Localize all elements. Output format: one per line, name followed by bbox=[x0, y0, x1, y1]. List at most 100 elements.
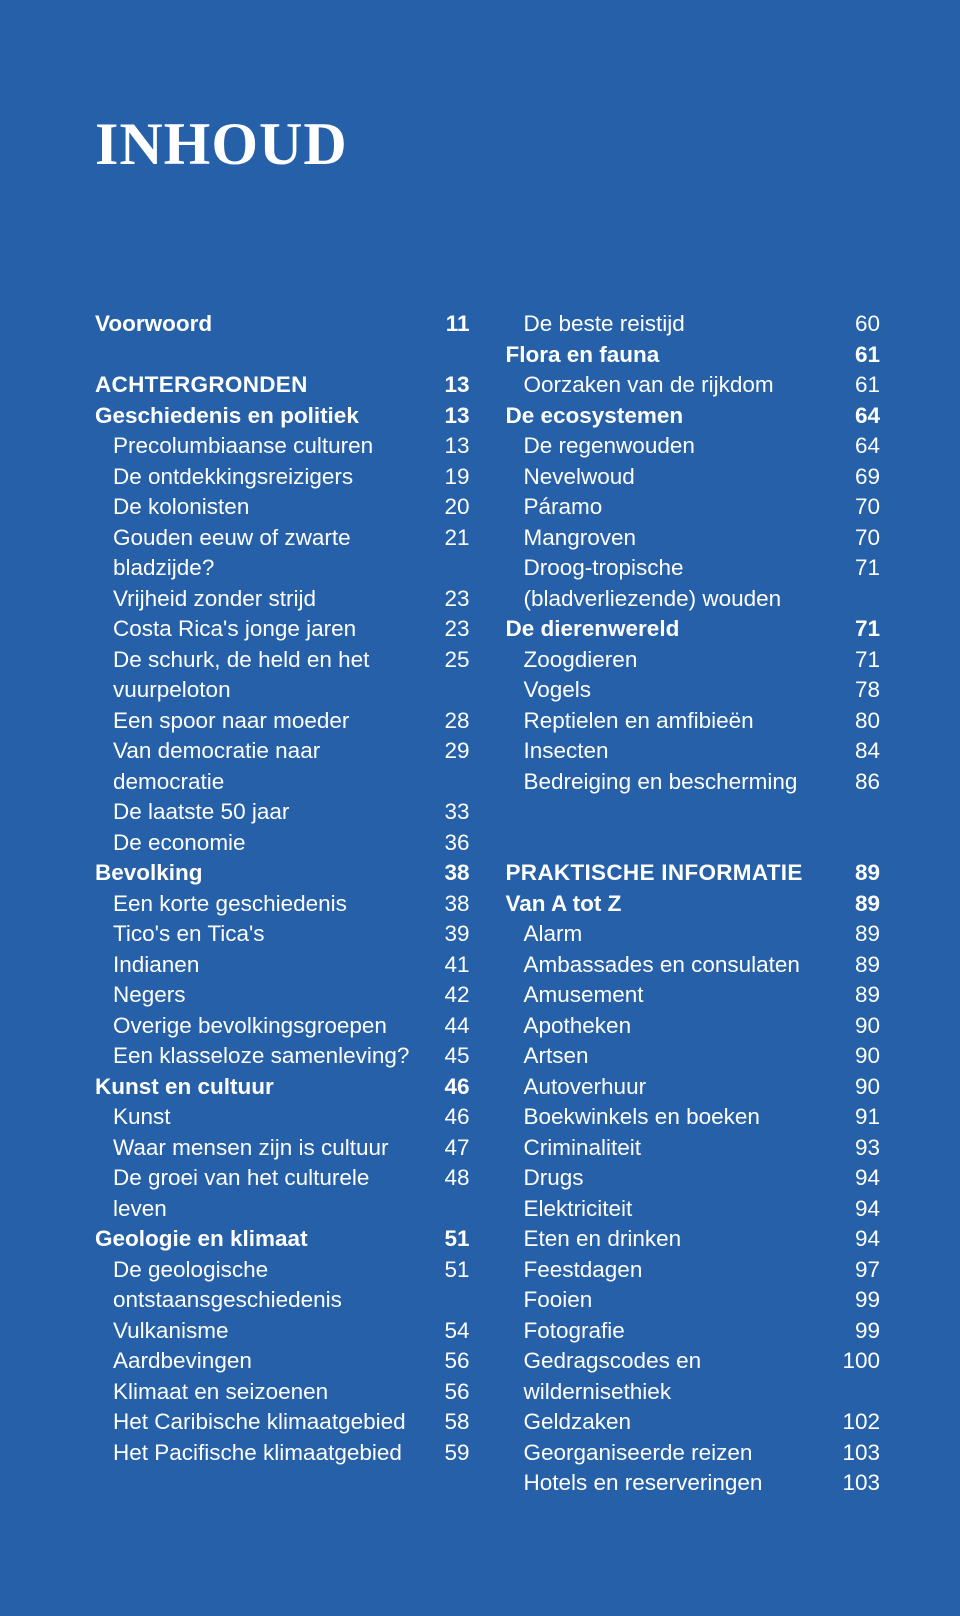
toc-page-number: 46 bbox=[434, 1072, 470, 1103]
toc-label: De dierenwereld bbox=[506, 614, 845, 645]
toc-row: Het Caribische klimaatgebied58 bbox=[95, 1407, 470, 1438]
toc-label: Indianen bbox=[95, 950, 434, 981]
toc-label: Van A tot Z bbox=[506, 889, 845, 920]
toc-label: Vulkanisme bbox=[95, 1316, 434, 1347]
toc-page-number: 41 bbox=[434, 950, 470, 981]
toc-row: De economie36 bbox=[95, 828, 470, 859]
toc-page-number: 90 bbox=[844, 1041, 880, 1072]
toc-label: Autoverhuur bbox=[506, 1072, 845, 1103]
toc-label: Geologie en klimaat bbox=[95, 1224, 434, 1255]
toc-label: Bevolking bbox=[95, 858, 434, 889]
toc-label: Gouden eeuw of zwarte bladzijde? bbox=[95, 523, 434, 584]
toc-row: Artsen90 bbox=[506, 1041, 881, 1072]
toc-page-number: 90 bbox=[844, 1011, 880, 1042]
toc-page-number: 71 bbox=[844, 553, 880, 584]
toc-page-number: 93 bbox=[844, 1133, 880, 1164]
toc-row: Kunst en cultuur46 bbox=[95, 1072, 470, 1103]
toc-row: Waar mensen zijn is cultuur47 bbox=[95, 1133, 470, 1164]
toc-label: PRAKTISCHE INFORMATIE bbox=[506, 858, 845, 889]
toc-page-number: 25 bbox=[434, 645, 470, 676]
toc-row: De ontdekkingsreizigers19 bbox=[95, 462, 470, 493]
toc-row: De groei van het culturele leven48 bbox=[95, 1163, 470, 1224]
toc-page-number: 13 bbox=[434, 370, 470, 401]
toc-page-number: 23 bbox=[434, 584, 470, 615]
toc-page-number: 36 bbox=[434, 828, 470, 859]
toc-row: Gouden eeuw of zwarte bladzijde?21 bbox=[95, 523, 470, 584]
toc-label: Zoogdieren bbox=[506, 645, 845, 676]
toc-row: Costa Rica's jonge jaren23 bbox=[95, 614, 470, 645]
toc-label: Alarm bbox=[506, 919, 845, 950]
toc-label: Elektriciteit bbox=[506, 1194, 845, 1225]
toc-label: Voorwoord bbox=[95, 309, 434, 340]
toc-page-number: 89 bbox=[844, 919, 880, 950]
toc-page-number: 23 bbox=[434, 614, 470, 645]
toc-row: De beste reistijd60 bbox=[506, 309, 881, 340]
toc-row: De laatste 50 jaar33 bbox=[95, 797, 470, 828]
toc-label: Eten en drinken bbox=[506, 1224, 845, 1255]
toc-page-number: 33 bbox=[434, 797, 470, 828]
toc-page-number: 102 bbox=[842, 1407, 880, 1438]
toc-row: Kunst46 bbox=[95, 1102, 470, 1133]
toc-label: Negers bbox=[95, 980, 434, 1011]
toc-page-number: 94 bbox=[844, 1224, 880, 1255]
toc-label: Precolumbiaanse culturen bbox=[95, 431, 434, 462]
toc-page-number: 70 bbox=[844, 492, 880, 523]
toc-page-number: 21 bbox=[434, 523, 470, 554]
toc-row: Bedreiging en bescherming86 bbox=[506, 767, 881, 798]
toc-label: Boekwinkels en boeken bbox=[506, 1102, 845, 1133]
toc-row: Vulkanisme54 bbox=[95, 1316, 470, 1347]
toc-label: Flora en fauna bbox=[506, 340, 845, 371]
toc-label: Artsen bbox=[506, 1041, 845, 1072]
toc-page-number: 90 bbox=[844, 1072, 880, 1103]
toc-row: De ecosystemen64 bbox=[506, 401, 881, 432]
toc-columns: Voorwoord11ACHTERGRONDEN13Geschiedenis e… bbox=[95, 309, 880, 1499]
toc-label: Aardbevingen bbox=[95, 1346, 434, 1377]
toc-label: De geologische ontstaansgeschiedenis bbox=[95, 1255, 434, 1316]
toc-page-number: 29 bbox=[434, 736, 470, 767]
toc-row: Drugs94 bbox=[506, 1163, 881, 1194]
toc-row: Nevelwoud69 bbox=[506, 462, 881, 493]
toc-label: Drugs bbox=[506, 1163, 845, 1194]
toc-label: Amusement bbox=[506, 980, 845, 1011]
toc-row: Amusement89 bbox=[506, 980, 881, 1011]
toc-page-number: 70 bbox=[844, 523, 880, 554]
toc-row: Een klasseloze samenleving?45 bbox=[95, 1041, 470, 1072]
toc-page-number: 38 bbox=[434, 858, 470, 889]
toc-label: Fooien bbox=[506, 1285, 845, 1316]
toc-page-number: 94 bbox=[844, 1163, 880, 1194]
toc-spacer bbox=[506, 828, 881, 859]
toc-row: De dierenwereld71 bbox=[506, 614, 881, 645]
toc-page-number: 46 bbox=[434, 1102, 470, 1133]
toc-page-number: 103 bbox=[842, 1468, 880, 1499]
toc-page-number: 61 bbox=[844, 370, 880, 401]
toc-row: Oorzaken van de rijkdom61 bbox=[506, 370, 881, 401]
toc-page-number: 100 bbox=[842, 1346, 880, 1377]
toc-row: Een spoor naar moeder28 bbox=[95, 706, 470, 737]
toc-page-number: 45 bbox=[434, 1041, 470, 1072]
toc-row: Elektriciteit94 bbox=[506, 1194, 881, 1225]
toc-row: Fotografie99 bbox=[506, 1316, 881, 1347]
toc-row: Criminaliteit93 bbox=[506, 1133, 881, 1164]
page-title: INHOUD bbox=[95, 110, 880, 179]
toc-page-number: 11 bbox=[434, 309, 470, 340]
toc-row: Hotels en reserveringen103 bbox=[506, 1468, 881, 1499]
toc-row: Geschiedenis en politiek13 bbox=[95, 401, 470, 432]
toc-label: Waar mensen zijn is cultuur bbox=[95, 1133, 434, 1164]
toc-row: Bevolking38 bbox=[95, 858, 470, 889]
toc-label: Ambassades en consulaten bbox=[506, 950, 845, 981]
toc-row: Een korte geschiedenis38 bbox=[95, 889, 470, 920]
toc-label: Fotografie bbox=[506, 1316, 845, 1347]
toc-page-number: 61 bbox=[844, 340, 880, 371]
toc-page-number: 69 bbox=[844, 462, 880, 493]
toc-row: Negers42 bbox=[95, 980, 470, 1011]
toc-label: Tico's en Tica's bbox=[95, 919, 434, 950]
toc-page-number: 19 bbox=[434, 462, 470, 493]
toc-label: De schurk, de held en het vuurpeloton bbox=[95, 645, 434, 706]
toc-label: Oorzaken van de rijkdom bbox=[506, 370, 845, 401]
toc-label: Vogels bbox=[506, 675, 845, 706]
toc-label: Costa Rica's jonge jaren bbox=[95, 614, 434, 645]
toc-label: Een spoor naar moeder bbox=[95, 706, 434, 737]
toc-page-number: 89 bbox=[844, 950, 880, 981]
toc-row: Feestdagen97 bbox=[506, 1255, 881, 1286]
toc-label: Insecten bbox=[506, 736, 845, 767]
